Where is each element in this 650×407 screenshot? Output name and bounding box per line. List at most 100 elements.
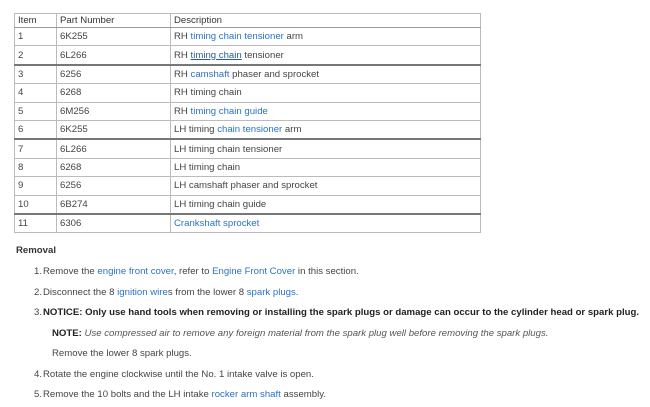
text: RH	[174, 49, 191, 61]
part-number-cell: 6L266	[56, 45, 171, 66]
text: assembly.	[280, 389, 326, 400]
description-cell: LH timing chain tensioner arm	[170, 119, 481, 141]
text: LH timing chain guide	[174, 198, 267, 210]
step-item: 4.Rotate the engine clockwise until the …	[34, 365, 644, 386]
step-item: 3.NOTICE: Only use hand tools when remov…	[34, 303, 644, 324]
link[interactable]: engine front cover	[97, 266, 174, 277]
item-cell: 1	[14, 26, 57, 47]
step-number: 3.	[34, 307, 43, 318]
text: RH	[174, 31, 191, 43]
link[interactable]: spark plugs	[246, 286, 296, 298]
part-number-cell: 6L266	[56, 138, 171, 159]
item-cell: 9	[14, 176, 57, 196]
part-number-cell: 6256	[56, 176, 171, 196]
header-part-number: Part Number	[56, 13, 171, 28]
text: LH timing chain	[174, 161, 241, 173]
description-cell: RH timing chain tensioner	[170, 45, 481, 66]
item-cell: 3	[14, 64, 57, 85]
text: Remove the	[43, 266, 98, 277]
text: s or damage can occur to the	[375, 307, 512, 318]
table-row: 3 6256 RH camshaft phaser and sprocket	[14, 64, 481, 85]
removal-steps: 1.Remove the engine front cover, refer t…	[34, 262, 644, 406]
table-row: 4 6268 RH timing chain	[14, 83, 481, 103]
table-row: 7 6L266 LH timing chain tensioner	[14, 138, 481, 159]
link[interactable]: cylinder head	[511, 307, 573, 318]
item-cell: 11	[14, 213, 57, 234]
header-item: Item	[14, 13, 57, 28]
part-number-cell: 6M256	[56, 101, 171, 121]
text: tensioner	[241, 49, 284, 61]
text: Rotate the engine clockwise until the No…	[43, 368, 314, 380]
link[interactable]: ignition wire	[117, 286, 168, 298]
text: Use compressed air to remove any foreign…	[84, 327, 549, 339]
table-row: 2 6L266 RH timing chain tensioner	[14, 45, 481, 66]
table-header-row: Item Part Number Description	[14, 13, 481, 28]
step-number: 5.	[34, 389, 43, 400]
link[interactable]: chain tensioner	[217, 124, 283, 136]
step-subparagraph: Remove the lower 8 spark plugs.	[34, 344, 644, 365]
table-row: 8 6268 LH timing chain	[14, 157, 481, 178]
text: in this section.	[295, 266, 359, 277]
text: or spark plug.	[572, 307, 640, 318]
step-item: 1.Remove the engine front cover, refer t…	[34, 262, 644, 283]
header-description: Description	[170, 13, 481, 28]
item-cell: 2	[14, 45, 57, 66]
part-number-cell: 6268	[56, 157, 171, 178]
step-item: 5.Remove the 10 bolts and the LH intake …	[34, 385, 644, 406]
part-number-cell: 6B274	[56, 194, 171, 215]
text: LH timing chain tensioner	[174, 143, 283, 155]
text: Remove the 10 bolts and the LH intake	[43, 389, 212, 400]
text: arm	[283, 31, 304, 43]
link[interactable]: Engine Front Cover	[212, 266, 296, 277]
table-row: 1 6K255 RH timing chain tensioner arm	[14, 26, 481, 47]
description-cell: RH timing chain tensioner arm	[170, 26, 481, 47]
part-number-cell: 6306	[56, 213, 171, 234]
step-number: 4.	[34, 368, 43, 380]
item-cell: 6	[14, 119, 57, 141]
item-cell: 8	[14, 157, 57, 178]
table-row: 5 6M256 RH timing chain guide	[14, 101, 481, 121]
item-cell: 4	[14, 83, 57, 103]
table-row: 10 6B274 LH timing chain guide	[14, 194, 481, 215]
removal-heading: Removal	[16, 245, 56, 256]
step-number: 1.	[34, 266, 43, 277]
link[interactable]: rocker arm shaft	[211, 389, 281, 400]
link[interactable]: spark plug	[326, 307, 376, 318]
text: NOTE:	[52, 327, 85, 339]
link[interactable]: timing chain	[190, 49, 242, 61]
text: , refer to	[173, 266, 213, 277]
part-number-cell: 6268	[56, 83, 171, 103]
table-row: 6 6K255 LH timing chain tensioner arm	[14, 119, 481, 141]
item-cell: 5	[14, 101, 57, 121]
description-cell: LH timing chain tensioner	[170, 138, 481, 159]
table-row: 9 6256 LH camshaft phaser and sprocket	[14, 176, 481, 196]
part-number-cell: 6256	[56, 64, 171, 85]
step-text: Remove the engine front cover, refer to …	[43, 266, 359, 277]
step-text: NOTE: Use compressed air to remove any f…	[43, 328, 548, 339]
description-cell: Crankshaft sprocket	[170, 213, 481, 234]
text: LH timing	[174, 124, 218, 136]
item-cell: 7	[14, 138, 57, 159]
text: s from the lower 8	[167, 286, 247, 298]
description-cell: LH timing chain guide	[170, 194, 481, 215]
text: LH camshaft phaser and sprocket	[174, 180, 318, 192]
step-text: Rotate the engine clockwise until the No…	[43, 369, 314, 380]
item-cell: 10	[14, 194, 57, 215]
table-row: 11 6306 Crankshaft sprocket	[14, 213, 481, 234]
step-text: NOTICE: Only use hand tools when removin…	[43, 307, 639, 318]
description-cell: RH timing chain	[170, 83, 481, 103]
step-item: 2.Disconnect the 8 ignition wires from t…	[34, 283, 644, 304]
link[interactable]: camshaft	[190, 68, 230, 80]
description-cell: RH camshaft phaser and sprocket	[170, 64, 481, 85]
text: .	[295, 286, 299, 298]
link[interactable]: Crankshaft sprocket	[174, 218, 260, 230]
step-subparagraph: NOTE: Use compressed air to remove any f…	[34, 324, 644, 345]
text: phaser and sprocket	[229, 68, 320, 80]
parts-table: Item Part Number Description 1 6K255 RH ti…	[14, 13, 481, 234]
step-text: Disconnect the 8 ignition wires from the…	[43, 287, 298, 298]
text: Disconnect the 8	[43, 286, 118, 298]
description-cell: LH camshaft phaser and sprocket	[170, 176, 481, 196]
link[interactable]: timing chain tensioner	[190, 31, 284, 43]
link[interactable]: timing chain guide	[190, 105, 268, 117]
description-cell: RH timing chain guide	[170, 101, 481, 121]
